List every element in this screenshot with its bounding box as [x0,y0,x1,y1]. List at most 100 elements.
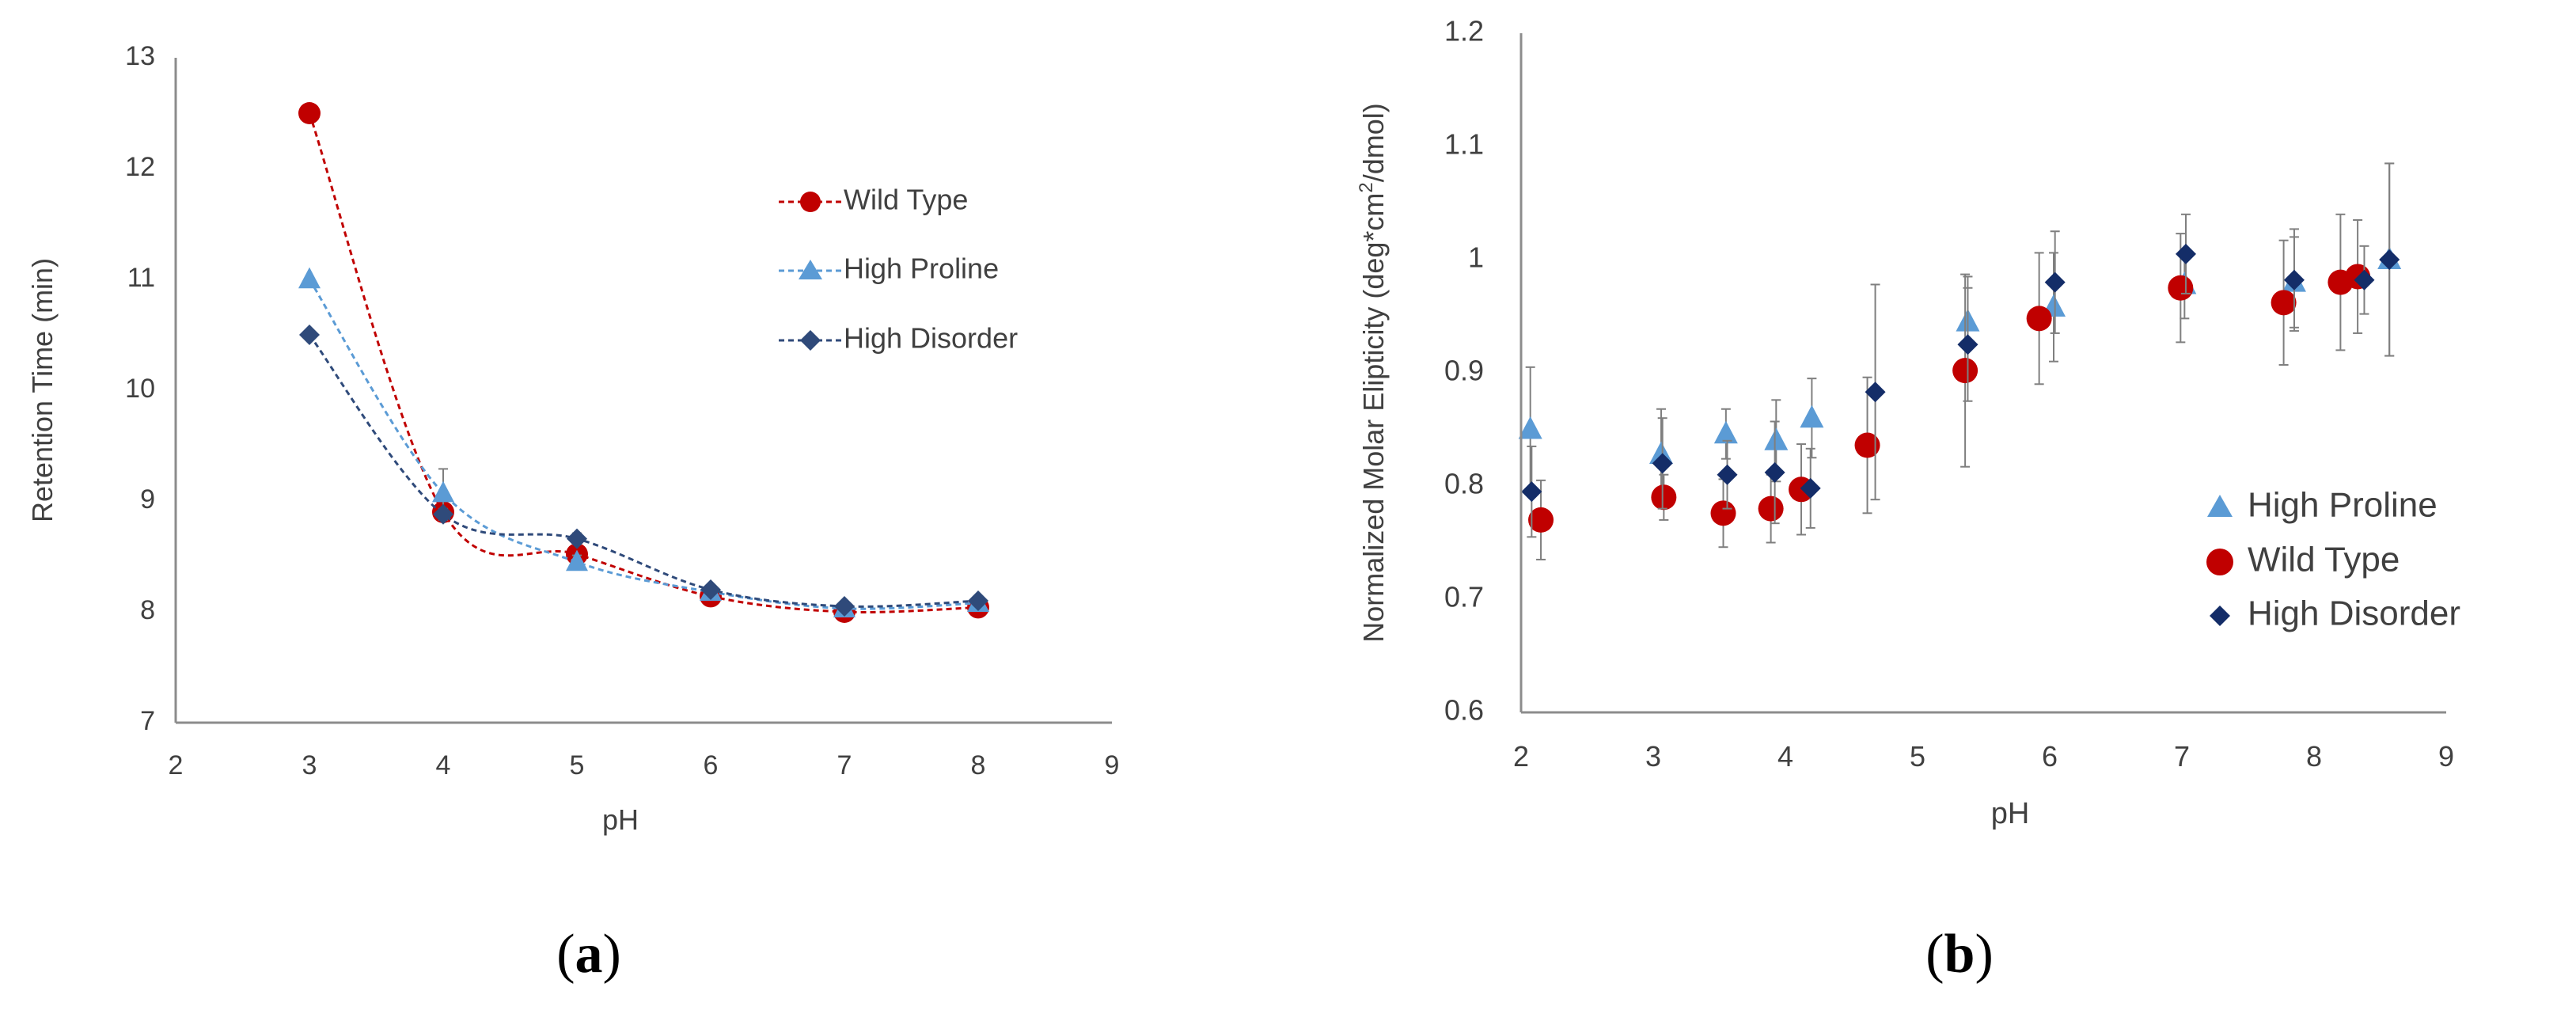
panel-b-y-tick-label: 0.7 [1444,581,1484,613]
panel-a-y-axis-label: Retention Time (min) [26,258,59,522]
panel-b-x-tick-label: 4 [1777,740,1793,773]
panel-b-x-tick-label: 5 [1910,740,1925,773]
panel-b-legend-item-high-disorder: High Disorder [2210,594,2460,633]
panel-a-series-line-high-proline [308,279,979,610]
panel-a-data-point-high-proline [566,549,588,571]
panel-a-series-wild-type [298,102,989,623]
panel-a-series-high-proline [298,267,989,617]
panel-b-series-high-proline [1518,162,2402,501]
legend-marker-diamond [800,330,821,351]
panel-b-data-point-high-disorder [2176,243,2197,264]
panel-a-x-tick-label: 4 [436,750,451,780]
panel-b-data-point-wild-type [1651,484,1677,511]
panel-a-data-point-high-disorder [968,590,988,611]
panel-b-y-axis-label-main: Normalized Molar Elipticity (deg*cm [1357,193,1390,643]
panel-b-data-point-wild-type [2271,290,2297,316]
panel-b-y-axis-label-superscript: 2 [1356,182,1377,192]
panel-a-x-tick-label: 2 [169,750,184,780]
panel-b-x-tick-label: 2 [1513,740,1529,773]
panel-b-y-tick-label: 1 [1468,241,1484,274]
panel-b-data-point-high-disorder [2283,269,2305,290]
panel-b-label-letter: b [1944,924,1975,985]
legend-label: Wild Type [2248,541,2400,579]
panel-b-y-tick-label: 0.8 [1444,468,1484,500]
panel-a-y-tick-label: 12 [125,152,155,182]
panel-a-label: (a) [556,924,621,985]
panel-b-legend-item-high-proline: High Proline [2207,486,2438,525]
panel-b-data-point-high-disorder [1717,464,1738,485]
panel-b-label: (b) [1925,924,1994,985]
panel-a-y-tick-label: 7 [140,706,155,736]
legend-label: High Disorder [844,322,1018,355]
panel-b-x-tick-label: 6 [2042,740,2058,773]
panel-a-data-point-high-proline [432,480,454,503]
panel-b-y-axis-label: Normalized Molar Elipticity (deg*cm2/dmo… [1356,103,1390,643]
panel-a-label-open: ( [556,924,575,985]
panel-b-data-point-high-disorder [2354,269,2375,290]
panel-b-data-point-wild-type [1758,496,1784,522]
panel-b-data-point-wild-type [2026,306,2052,332]
panel-b-data-point-wild-type [1528,507,1554,533]
panel-a: 13 12 11 10 9 8 7 2 3 4 5 6 7 8 9 pH Ret… [26,41,1119,985]
panel-a-series-line-high-disorder [308,334,979,608]
panel-b-data-point-wild-type [1710,500,1736,526]
panel-a-series-high-disorder [299,325,988,617]
panel-a-data-point-high-proline [298,267,321,289]
panel-a-label-letter: a [575,924,603,985]
panel-b-data-point-high-disorder [2044,271,2066,293]
panel-a-x-tick-label: 6 [704,750,719,780]
panel-b-data-point-high-disorder [1521,481,1542,503]
legend-marker-circle [2206,549,2233,575]
panel-b-data-point-high-proline [1713,420,1738,444]
legend-label: High Disorder [2248,594,2460,633]
panel-b-legend-item-wild-type: Wild Type [2206,541,2400,579]
panel-a-x-tick-label: 7 [837,750,852,780]
panel-a-x-tick-label: 8 [971,750,986,780]
panel-a-data-point-high-disorder [299,325,320,345]
panel-b-data-point-high-proline [1764,427,1789,450]
panel-b-data-point-high-disorder [1865,382,1886,403]
panel-a-y-tick-label: 9 [140,484,155,514]
panel-b-series-high-disorder [1521,162,2400,538]
panel-a-legend: Wild Type High Proline High Disorder [779,184,1018,355]
panel-b-data-point-high-proline [1518,416,1542,439]
panel-b-x-tick-label: 9 [2438,740,2454,773]
panel-b-data-point-high-proline [1800,404,1824,428]
panel-a-plot-area [174,58,1112,724]
panel-a-x-tick-label: 9 [1105,750,1120,780]
panel-a-legend-item-high-disorder: High Disorder [779,322,1018,355]
panel-b-x-tick-label: 7 [2174,740,2190,773]
legend-marker-diamond [2210,606,2230,626]
panel-b-data-point-high-disorder [2379,249,2400,270]
legend-label: High Proline [844,252,999,285]
panel-a-legend-item-high-proline: High Proline [779,252,999,285]
panel-b-x-tick-label: 8 [2306,740,2322,773]
panel-b-plot-area [1518,33,2446,714]
panel-b-data-point-high-disorder [1764,461,1785,483]
panel-b-x-tick-labels: 2 3 4 5 6 7 8 9 [1513,740,2454,773]
panel-a-y-tick-label: 13 [125,41,155,71]
legend-marker-triangle [2207,495,2233,517]
panel-b-data-point-wild-type [1854,432,1880,458]
legend-label: Wild Type [844,184,968,216]
panel-a-data-point-wild-type [298,102,321,124]
panel-a-data-point-high-disorder [700,579,721,600]
panel-b-label-open: ( [1925,924,1944,985]
panel-b-x-tick-label: 3 [1645,740,1661,773]
panel-a-data-point-high-disorder [834,596,855,617]
panel-b-y-tick-label: 0.6 [1444,694,1484,727]
panel-a-x-axis-label: pH [602,803,639,836]
legend-marker-circle [800,192,821,212]
panel-b-x-axis-label: pH [1991,797,2030,830]
panel-a-y-tick-labels: 13 12 11 10 9 8 7 [125,41,155,736]
panel-a-x-tick-label: 5 [570,750,585,780]
panel-b-series-wild-type [1528,213,2371,560]
panel-b-legend: High Proline Wild Type High Disorder [2206,486,2460,633]
legend-label: High Proline [2248,486,2438,525]
panel-a-label-close: ) [603,924,621,985]
panel-b-data-point-wild-type [1952,358,1978,384]
panel-b-data-point-high-disorder [1957,334,1978,355]
panel-b-y-tick-labels: 1.2 1.1 1 0.9 0.8 0.7 0.6 [1444,15,1484,727]
panel-a-data-point-high-disorder [567,528,587,549]
